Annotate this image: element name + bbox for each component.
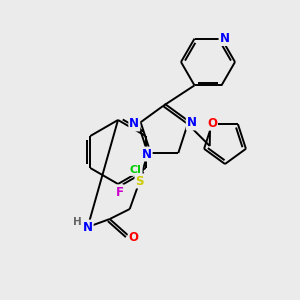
Text: F: F xyxy=(116,185,124,199)
Text: N: N xyxy=(220,32,230,45)
Text: O: O xyxy=(129,230,139,244)
Text: N: N xyxy=(129,118,139,130)
Text: N: N xyxy=(83,220,93,233)
Text: N: N xyxy=(187,116,197,130)
Text: O: O xyxy=(207,117,217,130)
Text: S: S xyxy=(136,175,144,188)
Text: Cl: Cl xyxy=(130,165,142,175)
Text: H: H xyxy=(73,217,82,227)
Text: N: N xyxy=(142,148,152,160)
